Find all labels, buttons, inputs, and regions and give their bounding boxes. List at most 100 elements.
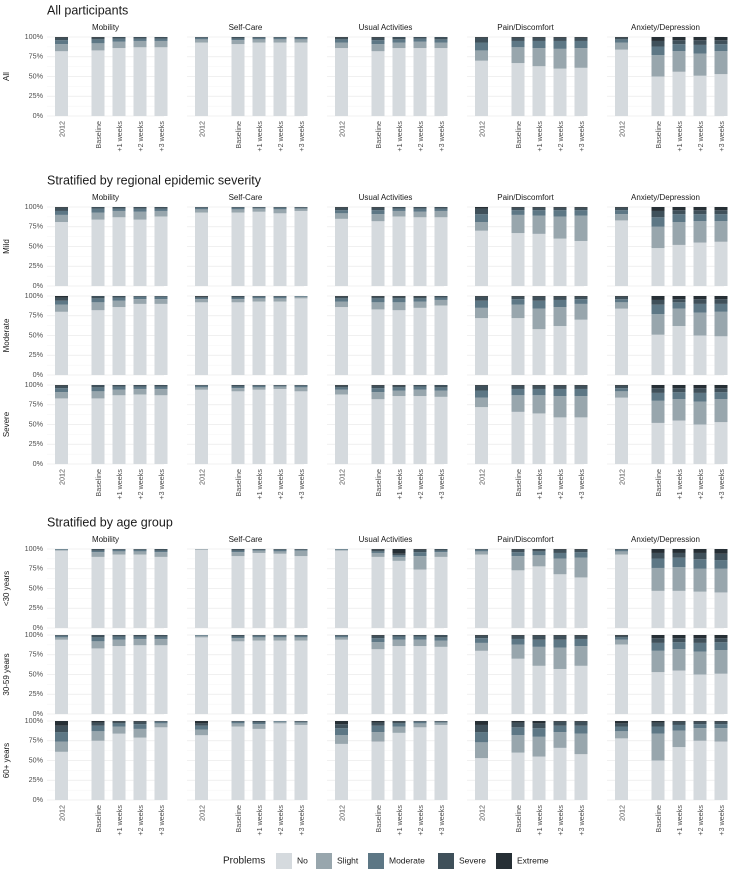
bar-segment <box>154 47 168 116</box>
bar-segment <box>273 37 287 40</box>
x-tick-label: +3 weeks <box>717 805 726 836</box>
panel <box>327 206 448 287</box>
bar-segment <box>672 207 686 211</box>
x-tick-label: 2012 <box>198 805 207 821</box>
bar-segment <box>371 552 385 557</box>
bar-segment <box>693 552 707 560</box>
bar-segment <box>651 304 665 315</box>
bar-segment <box>434 646 448 714</box>
bar-segment <box>413 389 427 397</box>
bar-segment <box>392 636 406 640</box>
y-tick-label: 75% <box>29 222 44 231</box>
bar-segment <box>693 385 707 389</box>
bar-segment <box>154 207 168 209</box>
bar-segment <box>651 721 665 723</box>
bar-segment <box>91 43 105 51</box>
bar-segment <box>511 296 525 300</box>
bar-segment <box>195 297 208 300</box>
bar-segment <box>294 635 308 636</box>
bar-segment <box>392 549 406 554</box>
bar-segment <box>392 390 406 397</box>
bar-segment <box>693 44 707 54</box>
bar-segment <box>371 40 385 45</box>
bar-segment <box>475 385 488 386</box>
bar-segment <box>672 724 686 731</box>
bar-segment <box>195 549 208 628</box>
bar-segment <box>231 38 245 41</box>
bar-segment <box>112 41 126 49</box>
bar-segment <box>615 549 628 550</box>
bar-segment <box>133 721 147 722</box>
bar-segment <box>651 207 665 211</box>
bar-segment <box>112 37 126 39</box>
bar-segment <box>511 207 525 211</box>
bar-segment <box>371 722 385 726</box>
bar-segment <box>91 385 105 388</box>
bar-segment <box>672 670 686 714</box>
bar-segment <box>511 549 525 553</box>
bar-segment <box>615 207 628 208</box>
bar-segment <box>133 296 147 300</box>
bar-segment <box>392 639 406 647</box>
bar-segment <box>154 721 168 724</box>
section: All participants Mobility Self-Care Usual A… <box>2 3 728 152</box>
bar-segment <box>532 756 546 800</box>
bar-segment <box>273 42 287 116</box>
x-tick-label: Baseline <box>374 121 383 149</box>
bar-segment <box>475 635 488 636</box>
bar-segment <box>154 638 168 646</box>
x-tick-label: +3 weeks <box>157 805 166 836</box>
y-tick-label: 25% <box>29 439 44 448</box>
y-tick-label: 50% <box>29 419 44 428</box>
bar-segment <box>294 722 308 725</box>
bar-segment <box>413 301 427 308</box>
bar-segment <box>294 296 308 299</box>
bar-segment <box>273 388 287 464</box>
bar-segment <box>553 417 567 464</box>
bar-segment <box>672 567 686 591</box>
bar-segment <box>335 301 348 308</box>
bar-segment <box>693 721 707 725</box>
x-tick-label: +3 weeks <box>437 469 446 500</box>
bar-segment <box>672 308 686 327</box>
panel-title: Mobility <box>92 535 119 544</box>
bar-segment <box>413 549 427 553</box>
bar-segment <box>651 567 665 591</box>
panel-title: Anxiety/Depression <box>631 23 700 32</box>
bar-segment <box>55 51 68 116</box>
bar-segment <box>475 307 488 319</box>
bar-segment <box>195 209 208 213</box>
bar-segment <box>195 296 208 298</box>
bar-segment <box>574 725 588 734</box>
legend-label: No <box>297 855 308 865</box>
x-tick-label: 2012 <box>618 805 627 821</box>
x-tick-label: Baseline <box>654 805 663 833</box>
bar-segment <box>335 743 348 800</box>
bar-segment <box>714 221 728 242</box>
bar-segment <box>252 637 266 641</box>
bar-segment <box>413 635 427 637</box>
bar-segment <box>672 40 686 45</box>
bar-segment <box>651 422 665 464</box>
bar-segment <box>392 635 406 637</box>
x-tick-label: Baseline <box>514 805 523 833</box>
bar-segment <box>434 48 448 117</box>
panel <box>187 295 308 376</box>
y-tick-label: 75% <box>29 650 44 659</box>
bar-segment <box>55 721 68 726</box>
bar-segment <box>91 207 105 209</box>
bar-segment <box>112 389 126 396</box>
bar-segment <box>112 549 126 550</box>
bar-segment <box>475 222 488 231</box>
bar-segment <box>335 635 348 636</box>
bar-segment <box>615 49 628 116</box>
bar-segment <box>91 296 105 299</box>
x-tick-label: +1 weeks <box>535 121 544 152</box>
bar-segment <box>231 635 245 637</box>
bar-segment <box>371 210 385 215</box>
panel <box>467 548 588 629</box>
bar-segment <box>392 385 406 388</box>
section-title: Stratified by age group <box>47 515 173 529</box>
bar-segment <box>475 296 488 297</box>
bar-segment <box>55 385 68 389</box>
